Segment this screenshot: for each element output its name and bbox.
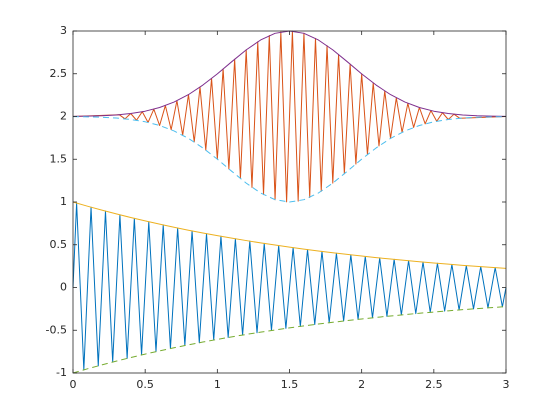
line-series (72, 201, 507, 269)
line-series (72, 30, 507, 203)
y-tick-label: 1.5 (50, 152, 68, 165)
y-tick-label: 2.5 (50, 67, 68, 80)
y-tick-label: 1 (60, 195, 67, 208)
y-tick-label: 0.5 (50, 238, 68, 251)
y-tick-label: 0 (60, 281, 67, 294)
x-tick-label: 0.5 (136, 378, 154, 391)
x-tick-label: 2 (358, 378, 365, 391)
y-tick-label: 3 (60, 24, 67, 37)
y-tick-label: -1 (56, 366, 67, 379)
x-tick-label: 3 (503, 378, 510, 391)
y-tick-label: 2 (60, 110, 67, 123)
x-tick-label: 0 (70, 378, 77, 391)
x-tick-label: 1 (214, 378, 221, 391)
y-tick-label: -0.5 (46, 323, 67, 336)
line-series (72, 202, 507, 371)
line-series (72, 116, 507, 203)
x-tick-label: 1.5 (281, 378, 299, 391)
line-series (72, 306, 507, 374)
x-tick-label: 2.5 (425, 378, 443, 391)
